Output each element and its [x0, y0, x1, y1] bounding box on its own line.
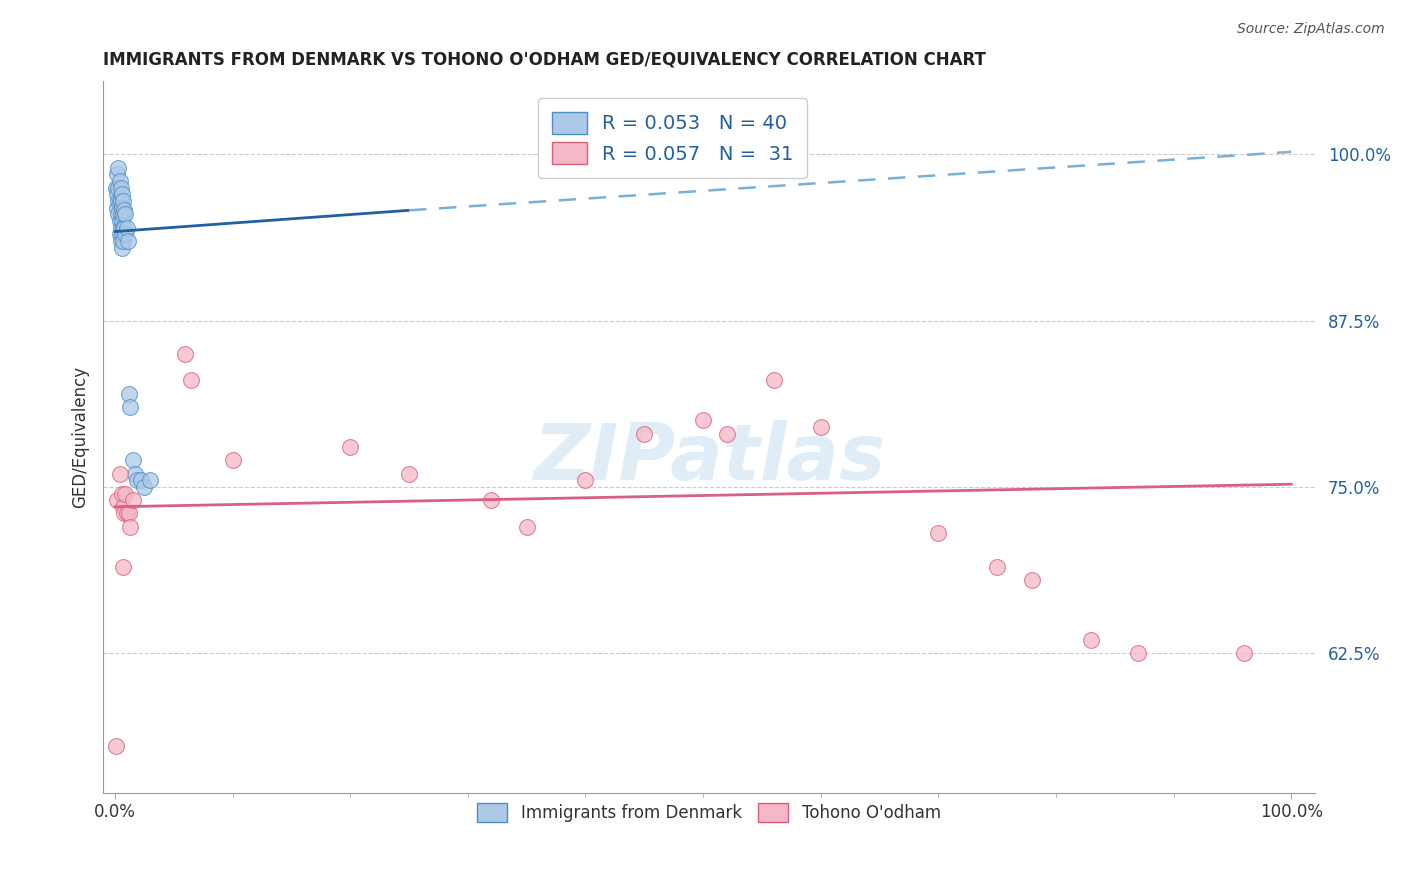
Point	[139, 473, 162, 487]
Text: ZIPatlas: ZIPatlas	[533, 420, 886, 496]
Point	[112, 203, 135, 218]
Point	[105, 187, 128, 202]
Point	[112, 194, 135, 208]
Point	[110, 180, 132, 194]
Legend: Immigrants from Denmark, Tohono O'odham: Immigrants from Denmark, Tohono O'odham	[465, 791, 952, 834]
Point	[120, 520, 142, 534]
Point	[134, 480, 156, 494]
Point	[112, 220, 135, 235]
Point	[110, 194, 132, 208]
Point	[118, 507, 141, 521]
Point	[114, 486, 136, 500]
Point	[108, 227, 131, 242]
Point	[112, 207, 135, 221]
Point	[339, 440, 361, 454]
Point	[110, 234, 132, 248]
Point	[810, 420, 832, 434]
Point	[1080, 632, 1102, 647]
Point	[105, 739, 128, 753]
Point	[516, 520, 538, 534]
Point	[111, 227, 134, 242]
Point	[115, 220, 138, 235]
Point	[108, 467, 131, 481]
Point	[112, 507, 135, 521]
Point	[111, 187, 134, 202]
Point	[111, 201, 134, 215]
Point	[115, 507, 138, 521]
Point	[121, 453, 143, 467]
Point	[111, 241, 134, 255]
Point	[105, 201, 128, 215]
Point	[117, 234, 139, 248]
Point	[1233, 646, 1256, 660]
Point	[107, 161, 129, 175]
Point	[762, 374, 785, 388]
Point	[221, 453, 243, 467]
Point	[114, 207, 136, 221]
Point	[105, 168, 128, 182]
Point	[110, 207, 132, 221]
Point	[107, 180, 129, 194]
Point	[121, 493, 143, 508]
Point	[114, 227, 136, 242]
Point	[112, 234, 135, 248]
Point	[124, 467, 146, 481]
Point	[108, 174, 131, 188]
Point	[716, 426, 738, 441]
Point	[180, 374, 202, 388]
Point	[986, 559, 1008, 574]
Point	[1021, 573, 1043, 587]
Point	[111, 486, 134, 500]
Point	[107, 194, 129, 208]
Point	[118, 386, 141, 401]
Point	[127, 473, 149, 487]
Point	[129, 473, 152, 487]
Y-axis label: GED/Equivalency: GED/Equivalency	[72, 366, 89, 508]
Point	[1128, 646, 1150, 660]
Point	[692, 413, 714, 427]
Point	[108, 194, 131, 208]
Point	[574, 473, 596, 487]
Point	[111, 214, 134, 228]
Point	[112, 500, 135, 514]
Point	[112, 220, 135, 235]
Text: Source: ZipAtlas.com: Source: ZipAtlas.com	[1237, 22, 1385, 37]
Point	[927, 526, 949, 541]
Point	[120, 400, 142, 414]
Point	[633, 426, 655, 441]
Point	[112, 559, 135, 574]
Point	[479, 493, 502, 508]
Point	[105, 493, 128, 508]
Point	[174, 347, 197, 361]
Point	[108, 214, 131, 228]
Point	[107, 207, 129, 221]
Point	[398, 467, 420, 481]
Point	[110, 220, 132, 235]
Text: IMMIGRANTS FROM DENMARK VS TOHONO O'ODHAM GED/EQUIVALENCY CORRELATION CHART: IMMIGRANTS FROM DENMARK VS TOHONO O'ODHA…	[103, 51, 986, 69]
Point	[105, 180, 128, 194]
